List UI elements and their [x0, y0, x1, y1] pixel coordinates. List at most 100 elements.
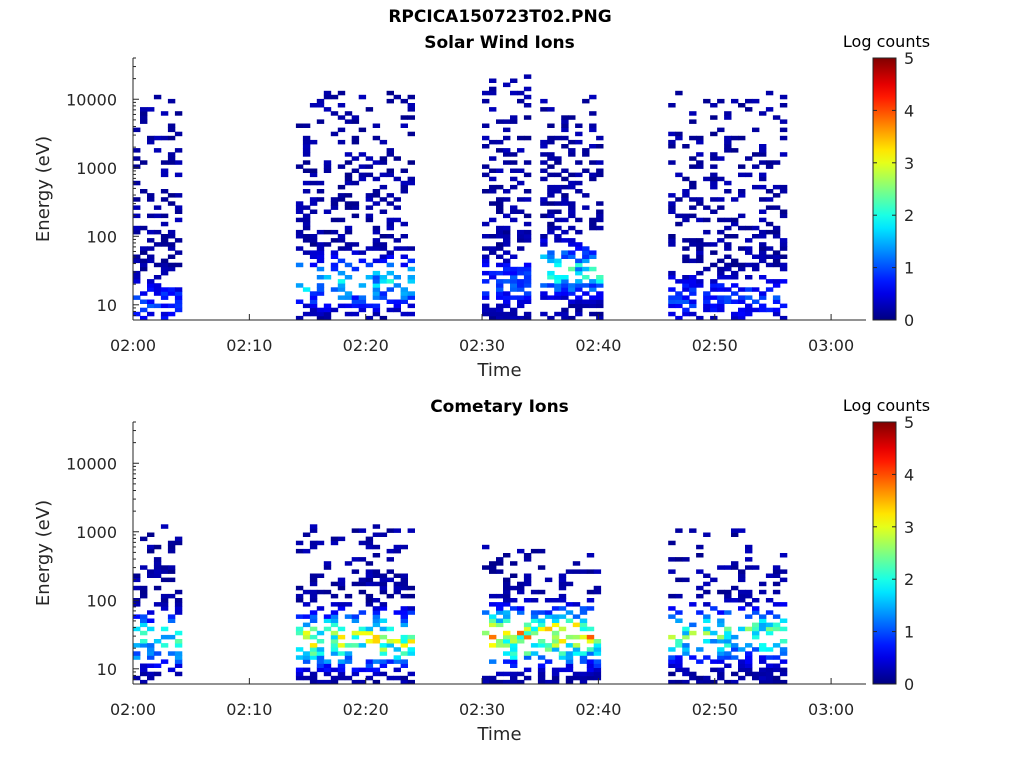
heatmap-cell	[323, 107, 332, 112]
heatmap-cell	[586, 598, 595, 603]
heatmap-cell	[547, 139, 555, 145]
heatmap-cell	[407, 671, 415, 677]
heatmap-cell	[575, 266, 583, 272]
heatmap-cell	[565, 667, 574, 673]
heatmap-cell	[174, 610, 183, 615]
heatmap-cell	[510, 160, 518, 165]
heatmap-cell	[302, 148, 311, 153]
heatmap-cell	[779, 209, 788, 214]
heatmap-cell	[540, 201, 548, 206]
heatmap-cell	[689, 275, 697, 280]
heatmap-cell	[309, 254, 318, 259]
heatmap-cell	[696, 283, 704, 288]
heatmap-cell	[731, 315, 739, 321]
heatmap-cell	[561, 197, 569, 202]
heatmap-cell	[772, 643, 781, 648]
heatmap-cell	[295, 209, 304, 214]
heatmap-cell	[772, 254, 781, 259]
heatmap-cell	[365, 156, 374, 161]
heatmap-cell	[358, 307, 367, 313]
heatmap-cell	[558, 577, 567, 583]
heatmap-cell	[351, 528, 360, 533]
heatmap-cell	[482, 172, 490, 178]
heatmap-cell	[503, 225, 511, 231]
heatmap-cell	[724, 144, 732, 149]
heatmap-cell	[568, 291, 576, 296]
heatmap-cell	[558, 585, 567, 591]
heatmap-cell	[372, 667, 381, 673]
heatmap-cell	[523, 667, 532, 673]
heatmap-cell	[337, 303, 346, 309]
heatmap-cell	[759, 679, 767, 685]
heatmap-cell	[596, 217, 604, 223]
heatmap-cell	[759, 622, 767, 628]
heatmap-cell	[133, 311, 141, 317]
heatmap-cell	[482, 135, 490, 141]
heatmap-cell	[772, 675, 781, 681]
heatmap-cell	[703, 98, 711, 104]
heatmap-cell	[167, 98, 176, 104]
heatmap-cell	[330, 111, 339, 116]
heatmap-cell	[745, 246, 753, 251]
heatmap-cell	[544, 598, 553, 603]
heatmap-cell	[772, 655, 781, 660]
heatmap-cell	[510, 647, 518, 652]
heatmap-cell	[372, 614, 381, 619]
heatmap-cell	[779, 135, 788, 141]
heatmap-cell	[523, 160, 532, 165]
heatmap-cell	[738, 295, 746, 300]
heatmap-cell	[517, 295, 525, 300]
heatmap-cell	[133, 180, 141, 186]
heatmap-cell	[160, 311, 169, 317]
heatmap-cell	[160, 524, 169, 529]
heatmap-cell	[765, 197, 774, 202]
heatmap-cell	[575, 139, 583, 145]
heatmap-cell	[547, 225, 555, 231]
heatmap-cell	[540, 107, 548, 112]
heatmap-cell	[153, 569, 162, 574]
heatmap-cell	[510, 78, 518, 83]
heatmap-cell	[140, 246, 148, 251]
heatmap-cell	[167, 152, 176, 157]
heatmap-cell	[167, 618, 176, 623]
heatmap-cell	[568, 148, 576, 153]
heatmap-cell	[393, 197, 401, 202]
heatmap-cell	[561, 127, 569, 133]
heatmap-cell	[596, 201, 604, 206]
heatmap-cell	[589, 225, 597, 231]
heatmap-cell	[133, 205, 141, 210]
heatmap-cell	[779, 315, 788, 321]
heatmap-cell	[575, 189, 583, 194]
heatmap-cell	[160, 213, 169, 219]
heatmap-cell	[351, 630, 360, 636]
heatmap-cell	[503, 197, 511, 202]
heatmap-cell	[523, 279, 532, 284]
heatmap-cell	[407, 610, 415, 615]
heatmap-cell	[372, 634, 381, 640]
heatmap-cell	[393, 238, 401, 243]
heatmap-cell	[400, 98, 408, 104]
heatmap-cell	[379, 634, 388, 640]
heatmap-cell	[586, 589, 595, 595]
heatmap-cell	[503, 589, 511, 595]
heatmap-cell	[568, 238, 576, 243]
heatmap-cell	[503, 213, 511, 219]
heatmap-cell	[351, 180, 360, 186]
heatmap-cell	[717, 287, 725, 292]
heatmap-cell	[365, 598, 374, 603]
heatmap-cell	[295, 229, 304, 235]
heatmap-cell	[724, 626, 732, 632]
heatmap-cell	[482, 679, 490, 685]
heatmap-cell	[745, 589, 753, 595]
heatmap-cell	[682, 307, 690, 313]
heatmap-cell	[682, 679, 690, 685]
heatmap-cell	[330, 250, 339, 255]
heatmap-cell	[295, 626, 304, 632]
heatmap-cell	[400, 634, 408, 640]
heatmap-cell	[496, 246, 504, 251]
heatmap-cell	[400, 246, 408, 251]
heatmap-cell	[400, 311, 408, 317]
heatmap-cell	[174, 111, 183, 116]
heatmap-cell	[482, 630, 490, 636]
heatmap-cell	[503, 639, 511, 644]
